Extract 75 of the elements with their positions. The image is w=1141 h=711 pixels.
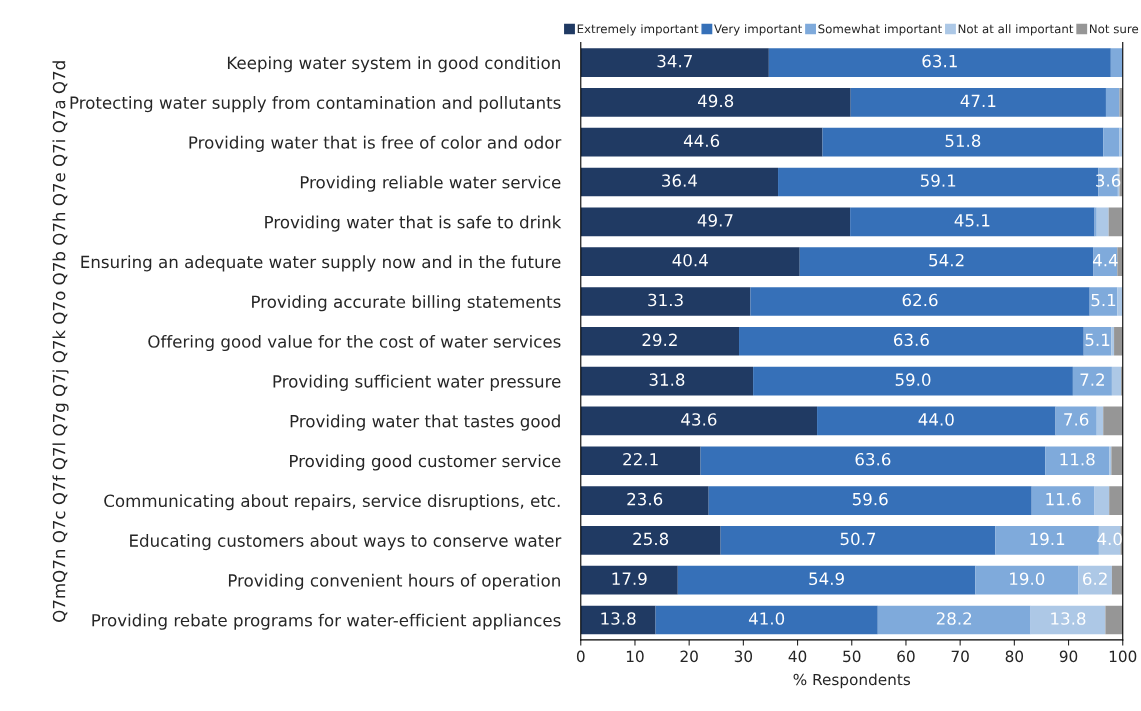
y-tick-label: Educating customers about ways to conserve water <box>130 534 562 551</box>
data-label: 13.8 <box>1051 612 1086 625</box>
data-label: 40.4 <box>672 253 708 267</box>
y-tick-label: Providing water that is safe to drink <box>265 215 562 232</box>
data-label: 13.8 <box>601 612 636 625</box>
data-label: 63.1 <box>922 54 957 68</box>
x-tick-label: 80 <box>1005 650 1024 663</box>
y-tick-label: Ensuring an adequate water supply now and in the future <box>81 255 561 272</box>
data-label: 28.2 <box>936 612 972 625</box>
data-label: 11.8 <box>1060 452 1095 466</box>
legend-label: Extremely important <box>577 24 699 36</box>
y-tick-label: Providing good customer service <box>290 454 561 471</box>
legend-label: Somewhat important <box>818 24 942 36</box>
y-tick-label: Providing accurate billing statements <box>252 295 561 312</box>
y-tick-label: Protecting water supply from contamination and pollutants <box>70 96 561 113</box>
data-label: 19.0 <box>1010 572 1045 586</box>
y-tick-label: Keeping water system in good condition <box>227 56 560 73</box>
data-label: 34.7 <box>657 54 692 68</box>
y-axis-title: Q7mQ7n Q7c Q7f Q7l Q7g Q7j Q7k Q7o Q7b Q7h Q7e Q7i Q7a Q7d <box>52 61 69 622</box>
data-label: 7.6 <box>1064 413 1089 426</box>
data-label: 4.4 <box>1092 254 1118 267</box>
data-label: 17.9 <box>612 572 647 586</box>
x-tick-label: 60 <box>897 650 915 663</box>
data-label: 63.6 <box>855 452 891 466</box>
y-tick-label: Providing water that is free of color and odor <box>189 135 562 152</box>
data-label: 7.2 <box>1080 373 1104 386</box>
y-tick-label: Providing convenient hours of operation <box>228 573 560 590</box>
data-label: 5.1 <box>1091 293 1116 307</box>
x-tick-label: 50 <box>843 650 861 663</box>
data-label: 29.2 <box>642 333 677 347</box>
data-label: 51.8 <box>945 134 981 148</box>
data-label: 44.0 <box>918 413 954 426</box>
data-label: 25.8 <box>633 532 669 546</box>
legend-label: Very important <box>714 24 803 36</box>
data-label: 22.1 <box>623 452 658 466</box>
data-label: 11.6 <box>1046 492 1081 506</box>
x-tick-label: 10 <box>626 650 644 663</box>
y-tick-label: Providing water that tastes good <box>290 414 560 431</box>
x-tick-label: 100 <box>1109 650 1137 663</box>
y-tick-label: Providing reliable water service <box>300 175 561 192</box>
data-label: 44.6 <box>683 134 720 148</box>
data-label: 47.1 <box>960 94 996 107</box>
data-label: 63.6 <box>893 333 929 347</box>
x-tick-label: 90 <box>1059 650 1078 663</box>
data-label: 31.3 <box>648 293 683 307</box>
data-label: 23.6 <box>627 492 663 506</box>
data-label: 5.1 <box>1085 333 1110 347</box>
data-label: 43.6 <box>681 413 717 426</box>
x-tick-label: 70 <box>951 650 969 663</box>
data-label: 45.1 <box>954 214 990 227</box>
y-tick-label: Communicating about repairs, service disruptions, etc. <box>104 494 560 511</box>
data-label: 50.7 <box>840 532 876 546</box>
data-label: 49.8 <box>697 94 734 108</box>
data-label: 59.0 <box>895 373 931 386</box>
legend-label: Not sure <box>1089 24 1139 34</box>
x-tick-label: 0 <box>576 650 585 663</box>
data-label: 31.8 <box>649 373 685 386</box>
data-label: 49.7 <box>697 214 733 227</box>
data-label: 54.9 <box>809 572 844 586</box>
data-label: 6.2 <box>1083 572 1107 586</box>
legend-label: Not at all important <box>958 24 1074 36</box>
y-tick-label: Providing rebate programs for water-efficient appliances <box>92 613 561 630</box>
data-label: 19.1 <box>1030 532 1065 546</box>
data-label: 54.2 <box>929 253 964 267</box>
x-tick-label: 30 <box>734 650 753 663</box>
x-tick-label: 20 <box>680 650 698 663</box>
x-axis-title: % Respondents <box>793 673 911 689</box>
data-label: 62.6 <box>902 293 938 307</box>
data-label: 36.4 <box>662 174 698 187</box>
y-tick-label: Providing sufficient water pressure <box>273 374 561 391</box>
data-label: 59.6 <box>852 492 888 506</box>
data-label: 59.1 <box>920 174 956 187</box>
data-label: 41.0 <box>748 612 785 625</box>
x-tick-label: 40 <box>788 650 807 663</box>
y-tick-label: Offering good value for the cost of water services <box>148 334 561 352</box>
